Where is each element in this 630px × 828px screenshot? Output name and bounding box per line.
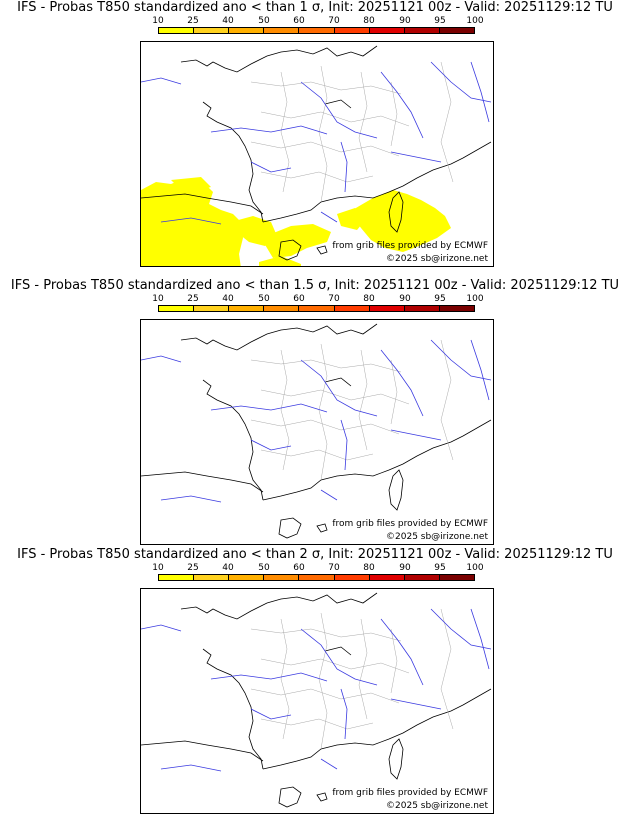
rivers [141,61,492,225]
legend-tick: 100 [466,294,484,304]
legend-tick: 50 [258,294,270,304]
legend-tick: 70 [328,563,340,573]
legend-swatch [159,575,195,580]
legend-swatch [299,306,335,311]
legend-swatch [369,28,405,33]
legend-swatch [229,575,265,580]
legend-tick: 40 [222,16,234,26]
map-drawing [141,592,492,808]
legend-tick: 80 [363,16,375,26]
panel-title: IFS - Probas T850 standardized ano < tha… [17,0,613,15]
rivers [141,608,492,772]
legend-tick: 50 [258,16,270,26]
legend-tick: 25 [187,16,199,26]
legend-swatch [264,306,300,311]
data-source-credit: from grib files provided by ECMWF [332,241,488,251]
copyright-credit: ©2025 sb@irizone.net [386,254,488,264]
legend-tick: 90 [399,563,411,573]
legend-tick: 90 [399,294,411,304]
legend-tick: 60 [293,563,305,573]
legend-tick: 60 [293,16,305,26]
legend-tick: 95 [434,16,446,26]
forecast-panel-3: IFS - Probas T850 standardized ano < tha… [0,547,630,815]
legend-swatch [334,306,370,311]
legend-swatch [404,28,440,33]
legend-tick: 25 [187,563,199,573]
admin-borders [250,339,454,481]
legend-swatch [299,28,335,33]
forecast-panel-2: IFS - Probas T850 standardized ano < tha… [0,278,630,546]
legend-swatch [194,575,230,580]
map-drawing [141,45,492,266]
legend-swatch [439,575,474,580]
legend-swatch [369,306,405,311]
legend-tick: 60 [293,294,305,304]
legend-tick: 90 [399,16,411,26]
legend-tick: 40 [222,563,234,573]
legend-swatch [369,575,405,580]
legend-tick: 70 [328,16,340,26]
legend-tick: 40 [222,294,234,304]
legend-tick: 95 [434,294,446,304]
legend-tick: 10 [152,563,164,573]
legend-swatch [229,306,265,311]
legend-tick: 10 [152,16,164,26]
legend-tick: 10 [152,294,164,304]
admin-borders [250,61,454,203]
france-map: from grib files provided by ECMWF ©2025 … [140,319,494,545]
legend-tick: 100 [466,563,484,573]
legend-swatch [299,575,335,580]
legend-tick: 80 [363,294,375,304]
legend-swatch [404,575,440,580]
panel-title: IFS - Probas T850 standardized ano < tha… [17,547,613,562]
color-legend-bar [158,574,475,581]
legend-tick: 50 [258,563,270,573]
legend-swatch [159,306,195,311]
france-map: from grib files provided by ECMWF ©2025 … [140,588,494,814]
color-legend-bar [158,305,475,312]
legend-swatch [439,28,474,33]
legend-swatch [404,306,440,311]
legend-tick: 80 [363,563,375,573]
legend-swatch [229,28,265,33]
legend-tick-labels: 10 25 40 50 60 70 80 90 95 100 [140,16,490,26]
coastline [141,592,492,808]
legend-swatch [194,306,230,311]
map-drawing [141,323,492,539]
coastline [141,323,492,539]
copyright-credit: ©2025 sb@irizone.net [386,801,488,811]
legend-swatch [264,575,300,580]
legend-tick: 100 [466,16,484,26]
legend-swatch [264,28,300,33]
legend-tick: 25 [187,294,199,304]
legend-swatch [334,28,370,33]
legend-swatch [159,28,195,33]
legend-tick: 95 [434,563,446,573]
forecast-panel-1: IFS - Probas T850 standardized ano < tha… [0,0,630,268]
coastline [141,45,492,261]
copyright-credit: ©2025 sb@irizone.net [386,532,488,542]
rivers [141,339,492,503]
legend-swatch [439,306,474,311]
legend-tick: 70 [328,294,340,304]
france-map: from grib files provided by ECMWF ©2025 … [140,41,494,267]
admin-borders [250,608,454,750]
data-source-credit: from grib files provided by ECMWF [332,519,488,529]
legend-tick-labels: 10 25 40 50 60 70 80 90 95 100 [140,294,490,304]
data-source-credit: from grib files provided by ECMWF [332,788,488,798]
legend-swatch [194,28,230,33]
color-legend-bar [158,27,475,34]
probability-area [141,177,451,266]
legend-tick-labels: 10 25 40 50 60 70 80 90 95 100 [140,563,490,573]
legend-swatch [334,575,370,580]
panel-title: IFS - Probas T850 standardized ano < tha… [10,278,620,293]
